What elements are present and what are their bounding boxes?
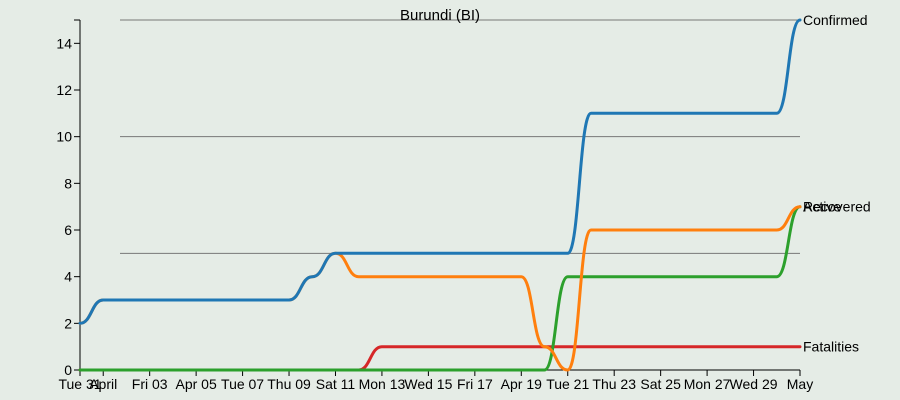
x-tick-label: Wed 15 — [404, 376, 452, 392]
series-label-fatalities: Fatalities — [803, 339, 859, 355]
series-label-active: Active — [803, 199, 841, 215]
x-tick-label: Apr 19 — [501, 376, 542, 392]
y-tick-label: 8 — [64, 175, 72, 191]
x-tick-label: Sat 11 — [316, 376, 356, 392]
y-tick-label: 12 — [56, 82, 72, 98]
x-tick-label: Fri 03 — [132, 376, 168, 392]
series-label-recovered: Recovered — [803, 199, 871, 215]
x-tick-label: Thu 23 — [592, 376, 636, 392]
x-tick-label: Tue 31 — [58, 376, 101, 392]
y-tick-label: 14 — [56, 35, 72, 51]
x-tick-label: Thu 09 — [267, 376, 311, 392]
x-tick-label: Tue 21 — [546, 376, 589, 392]
x-tick-label: Mon 27 — [684, 376, 731, 392]
series-line-recovered — [78, 205, 802, 372]
chart-title: Burundi (BI) — [400, 7, 480, 24]
y-tick-label: 6 — [64, 222, 72, 238]
series-lines — [78, 18, 802, 372]
y-tick-label: 4 — [64, 269, 72, 285]
y-tick-label: 10 — [56, 129, 72, 145]
x-tick-label: Apr 05 — [176, 376, 217, 392]
gridlines — [120, 19, 800, 254]
series-label-confirmed: Confirmed — [803, 12, 868, 28]
x-tick-label: Sat 25 — [640, 376, 681, 392]
y-tick-label: 2 — [64, 315, 72, 331]
y-tick-label: 0 — [64, 362, 72, 378]
x-tick-label: Wed 29 — [730, 376, 778, 392]
series-line-confirmed — [78, 18, 802, 325]
x-tick-label: Fri 17 — [457, 376, 493, 392]
x-tick-label: April — [89, 376, 117, 392]
x-tick-label: Tue 07 — [221, 376, 264, 392]
x-tick-label: Mon 13 — [359, 376, 406, 392]
x-tick-label: May — [787, 376, 813, 392]
series-line-fatalities — [78, 345, 802, 372]
